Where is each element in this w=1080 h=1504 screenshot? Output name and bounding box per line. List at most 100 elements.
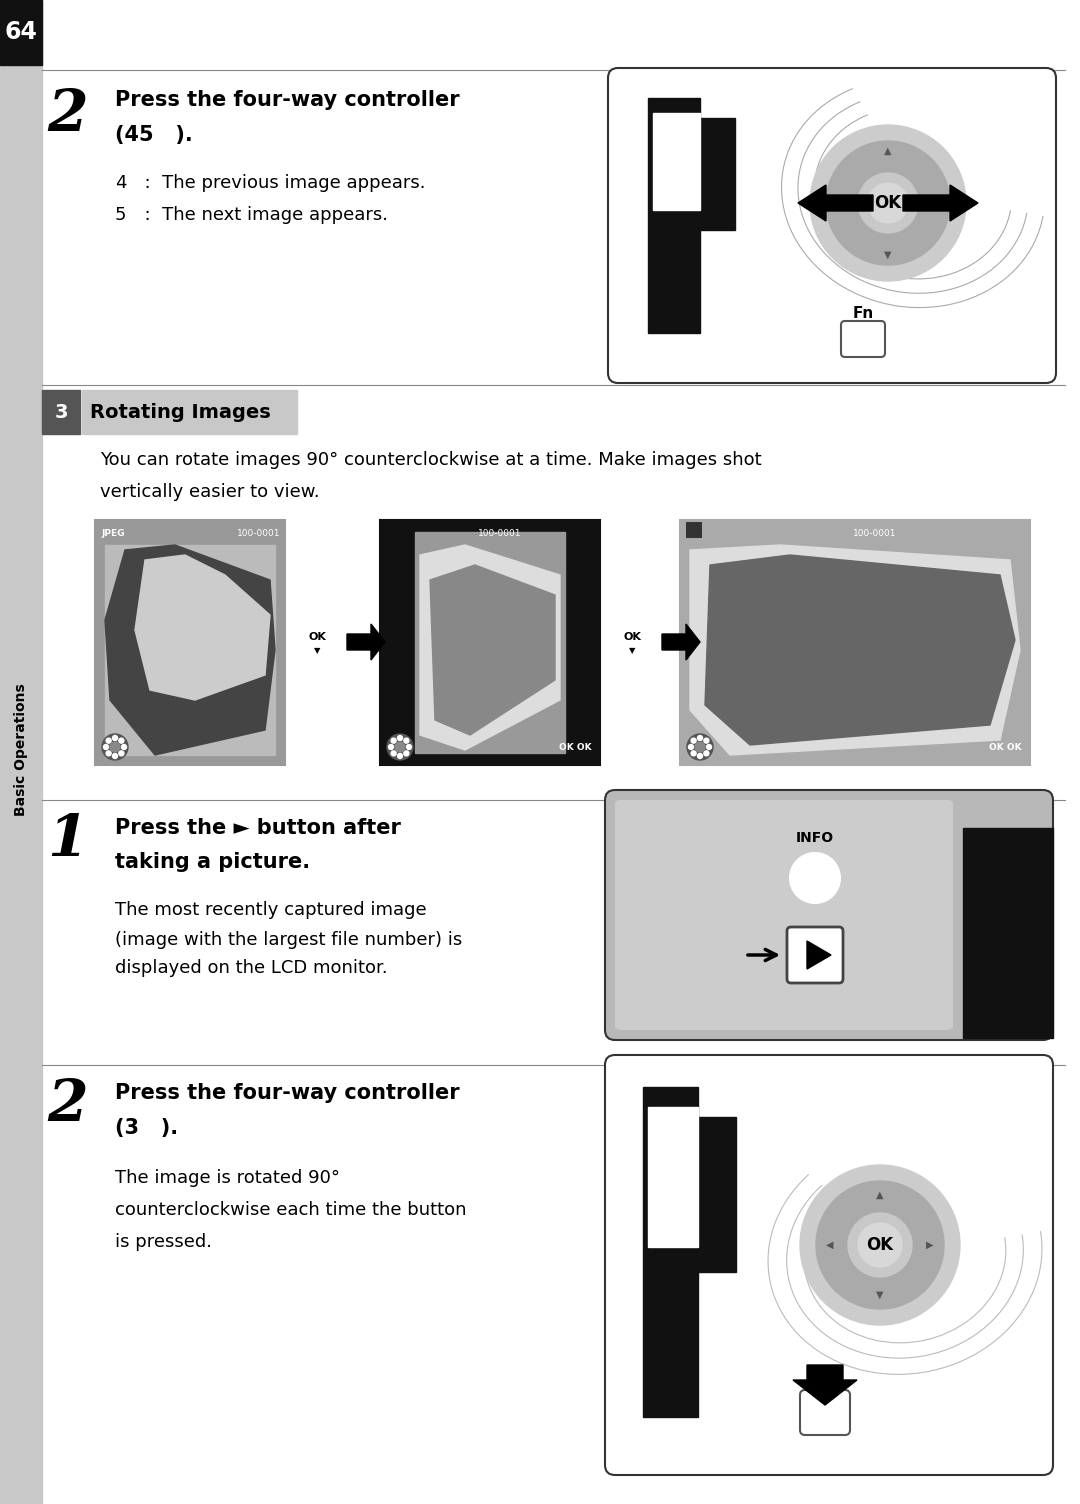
Circle shape xyxy=(106,750,111,757)
Circle shape xyxy=(868,183,908,223)
Circle shape xyxy=(691,738,697,743)
FancyBboxPatch shape xyxy=(841,320,885,356)
Bar xyxy=(42,390,80,435)
Circle shape xyxy=(858,1223,902,1266)
Text: ▲: ▲ xyxy=(876,1190,883,1200)
Text: JPEG: JPEG xyxy=(102,529,124,538)
Polygon shape xyxy=(105,544,275,755)
Polygon shape xyxy=(420,544,561,750)
Circle shape xyxy=(826,141,950,265)
Text: Basic Operations: Basic Operations xyxy=(14,684,28,817)
Text: (image with the largest file number) is: (image with the largest file number) is xyxy=(114,931,462,949)
Circle shape xyxy=(102,734,129,760)
Text: ▼: ▼ xyxy=(314,647,321,656)
Circle shape xyxy=(404,738,409,743)
FancyBboxPatch shape xyxy=(608,68,1056,384)
Bar xyxy=(698,1117,735,1272)
Bar xyxy=(963,829,1053,1038)
Circle shape xyxy=(110,741,120,752)
Text: vertically easier to view.: vertically easier to view. xyxy=(100,483,320,501)
Circle shape xyxy=(848,1214,912,1277)
Circle shape xyxy=(397,735,403,740)
Text: ▶: ▶ xyxy=(927,1239,934,1250)
Circle shape xyxy=(391,738,396,743)
Text: 100-0001: 100-0001 xyxy=(237,529,280,538)
Text: 2: 2 xyxy=(48,87,89,143)
Text: OK: OK xyxy=(866,1236,893,1254)
Circle shape xyxy=(706,744,712,749)
Text: 100-0001: 100-0001 xyxy=(853,529,896,538)
Circle shape xyxy=(389,744,393,749)
Bar xyxy=(700,117,735,230)
Text: You can rotate images 90° counterclockwise at a time. Make images shot: You can rotate images 90° counterclockwi… xyxy=(100,451,761,469)
Text: ◀: ◀ xyxy=(833,199,840,208)
Circle shape xyxy=(698,754,702,758)
Circle shape xyxy=(691,750,697,757)
Text: :  The next image appears.: : The next image appears. xyxy=(133,206,388,224)
Text: OK: OK xyxy=(875,194,902,212)
Text: ▼: ▼ xyxy=(876,1290,883,1299)
Polygon shape xyxy=(662,624,700,660)
Text: ▼: ▼ xyxy=(629,647,635,656)
Bar xyxy=(380,520,600,766)
Text: 1: 1 xyxy=(48,812,89,868)
FancyBboxPatch shape xyxy=(605,1054,1053,1475)
Polygon shape xyxy=(690,544,1020,755)
Text: taking a picture.: taking a picture. xyxy=(114,851,310,872)
Text: ◀: ◀ xyxy=(826,1239,834,1250)
Circle shape xyxy=(704,738,708,743)
Text: (3   ).: (3 ). xyxy=(114,1117,178,1139)
Text: OK: OK xyxy=(308,632,326,642)
Text: INFO: INFO xyxy=(796,832,834,845)
Text: Press the four-way controller: Press the four-way controller xyxy=(114,90,460,110)
Circle shape xyxy=(810,125,966,281)
Circle shape xyxy=(119,750,124,757)
Text: Press the ► button after: Press the ► button after xyxy=(114,818,401,838)
Text: is pressed.: is pressed. xyxy=(114,1233,212,1251)
Circle shape xyxy=(608,618,656,666)
Text: The most recently captured image: The most recently captured image xyxy=(114,901,427,919)
Circle shape xyxy=(112,754,118,758)
Circle shape xyxy=(789,853,840,902)
Text: 2: 2 xyxy=(48,1077,89,1133)
Text: :  The previous image appears.: : The previous image appears. xyxy=(133,174,426,193)
Text: 5: 5 xyxy=(114,206,126,224)
Circle shape xyxy=(858,173,918,233)
Circle shape xyxy=(106,738,111,743)
Polygon shape xyxy=(430,566,555,735)
Bar xyxy=(680,520,1030,766)
Text: ▶: ▶ xyxy=(936,199,944,208)
Circle shape xyxy=(404,750,409,757)
Bar xyxy=(653,113,700,211)
Circle shape xyxy=(395,741,405,752)
Circle shape xyxy=(397,754,403,758)
Polygon shape xyxy=(135,555,270,699)
Polygon shape xyxy=(798,185,873,221)
Text: Press the four-way controller: Press the four-way controller xyxy=(114,1083,460,1102)
Circle shape xyxy=(689,744,693,749)
Polygon shape xyxy=(105,544,275,755)
FancyBboxPatch shape xyxy=(787,926,843,984)
Polygon shape xyxy=(903,185,978,221)
Text: ▼: ▼ xyxy=(885,250,892,260)
Text: ▲: ▲ xyxy=(885,146,892,156)
Text: counterclockwise each time the button: counterclockwise each time the button xyxy=(114,1202,467,1220)
Text: Rotating Images: Rotating Images xyxy=(90,403,271,421)
FancyBboxPatch shape xyxy=(615,800,953,1030)
Text: displayed on the LCD monitor.: displayed on the LCD monitor. xyxy=(114,960,388,978)
Circle shape xyxy=(119,738,124,743)
Polygon shape xyxy=(807,942,831,969)
Circle shape xyxy=(816,1181,944,1308)
Text: OK OK: OK OK xyxy=(558,743,592,752)
Polygon shape xyxy=(705,555,1015,744)
Bar xyxy=(0,0,42,65)
Bar xyxy=(686,522,702,538)
Text: OK: OK xyxy=(623,632,640,642)
Text: F: F xyxy=(820,1367,831,1382)
Text: 3: 3 xyxy=(54,403,68,421)
Bar xyxy=(384,523,400,540)
Circle shape xyxy=(391,750,396,757)
FancyBboxPatch shape xyxy=(605,790,1053,1039)
Bar xyxy=(648,98,700,332)
Circle shape xyxy=(704,750,708,757)
